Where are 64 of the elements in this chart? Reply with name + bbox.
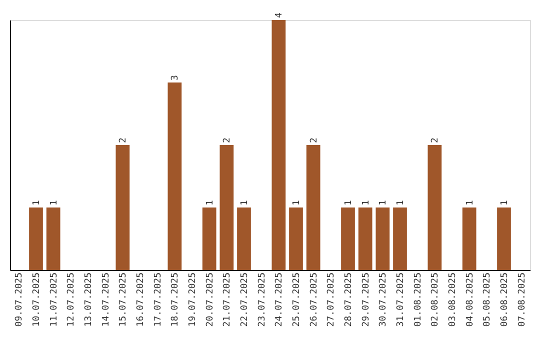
x-tick-label: 31.07.2025 (396, 272, 406, 327)
x-tick-label: 04.08.2025 (465, 272, 476, 327)
bar (341, 208, 355, 270)
x-tick-label: 05.08.2025 (482, 272, 493, 327)
data-label: 1 (49, 200, 60, 206)
data-label: 2 (118, 138, 129, 143)
x-tick-label: 23.07.2025 (257, 272, 268, 327)
data-label: 1 (32, 200, 42, 206)
x-tick-label: 10.07.2025 (32, 272, 42, 327)
x-tick-label: 28.07.2025 (344, 272, 354, 327)
data-label: 1 (205, 200, 216, 206)
bar (306, 145, 320, 270)
data-label: 1 (465, 200, 476, 206)
bar (428, 145, 442, 270)
x-tick-label: 07.08.2025 (517, 272, 528, 327)
x-tick-label: 18.07.2025 (170, 272, 181, 327)
x-tick-label: 22.07.2025 (240, 272, 250, 327)
x-tick-label: 03.08.2025 (448, 272, 458, 327)
data-label: 2 (309, 138, 320, 143)
x-tick-label: 25.07.2025 (292, 272, 302, 327)
data-label: 3 (170, 75, 181, 80)
data-label: 1 (361, 200, 372, 206)
bar (202, 208, 216, 270)
bar (289, 208, 303, 270)
x-tick-label: 21.07.2025 (222, 272, 233, 327)
bar (272, 20, 286, 270)
bar (358, 208, 372, 270)
data-label: 2 (222, 138, 233, 143)
data-label: 2 (430, 138, 441, 143)
data-label: 1 (500, 200, 510, 206)
x-tick-label: 16.07.2025 (136, 272, 146, 327)
bar (46, 208, 60, 270)
bar (393, 208, 407, 270)
x-tick-label: 12.07.2025 (66, 272, 77, 327)
x-tick-label: 02.08.2025 (430, 272, 441, 327)
x-tick-label: 29.07.2025 (361, 272, 372, 327)
x-tick-label: 20.07.2025 (205, 272, 216, 327)
x-tick-label: 13.07.2025 (84, 272, 94, 327)
bar (462, 208, 476, 270)
x-tick-label: 15.07.2025 (118, 272, 129, 327)
bar (220, 145, 234, 270)
x-tick-label: 11.07.2025 (49, 272, 60, 327)
x-tick-label: 24.07.2025 (274, 272, 285, 327)
data-label: 1 (344, 200, 354, 206)
data-label: 1 (378, 200, 389, 206)
x-tick-label: 27.07.2025 (326, 272, 337, 327)
x-tick-label: 17.07.2025 (153, 272, 164, 327)
data-label: 1 (396, 200, 406, 206)
x-tick-label: 19.07.2025 (188, 272, 198, 327)
data-label: 1 (240, 200, 250, 206)
x-tick-label: 14.07.2025 (101, 272, 112, 327)
bar (168, 82, 182, 270)
data-label: 1 (292, 200, 302, 206)
x-tick-label: 30.07.2025 (378, 272, 389, 327)
bar (237, 208, 251, 270)
data-label: 4 (274, 12, 285, 18)
bar (116, 145, 130, 270)
x-tick-label: 26.07.2025 (309, 272, 320, 327)
bar (376, 208, 390, 270)
bar (29, 208, 43, 270)
bar (497, 208, 511, 270)
x-tick-label: 01.08.2025 (413, 272, 424, 327)
x-tick-label: 09.07.2025 (14, 272, 25, 327)
x-tick-label: 06.08.2025 (500, 272, 510, 327)
